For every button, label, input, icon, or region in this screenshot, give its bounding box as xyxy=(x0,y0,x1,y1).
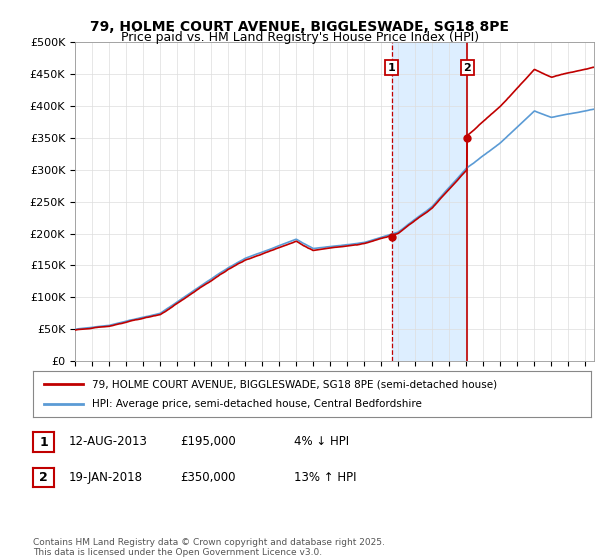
Text: £195,000: £195,000 xyxy=(180,435,236,449)
Text: £350,000: £350,000 xyxy=(180,470,235,484)
Text: 2: 2 xyxy=(39,471,48,484)
Text: 19-JAN-2018: 19-JAN-2018 xyxy=(69,470,143,484)
Text: 1: 1 xyxy=(388,63,395,73)
Text: 4% ↓ HPI: 4% ↓ HPI xyxy=(294,435,349,449)
Text: 79, HOLME COURT AVENUE, BIGGLESWADE, SG18 8PE (semi-detached house): 79, HOLME COURT AVENUE, BIGGLESWADE, SG1… xyxy=(92,379,497,389)
Text: 12-AUG-2013: 12-AUG-2013 xyxy=(69,435,148,449)
Text: 79, HOLME COURT AVENUE, BIGGLESWADE, SG18 8PE: 79, HOLME COURT AVENUE, BIGGLESWADE, SG1… xyxy=(91,20,509,34)
Text: 13% ↑ HPI: 13% ↑ HPI xyxy=(294,470,356,484)
Text: 2: 2 xyxy=(463,63,471,73)
Text: HPI: Average price, semi-detached house, Central Bedfordshire: HPI: Average price, semi-detached house,… xyxy=(92,399,421,409)
Text: Price paid vs. HM Land Registry's House Price Index (HPI): Price paid vs. HM Land Registry's House … xyxy=(121,31,479,44)
Text: Contains HM Land Registry data © Crown copyright and database right 2025.
This d: Contains HM Land Registry data © Crown c… xyxy=(33,538,385,557)
Bar xyxy=(392,42,467,361)
Text: 1: 1 xyxy=(39,436,48,449)
